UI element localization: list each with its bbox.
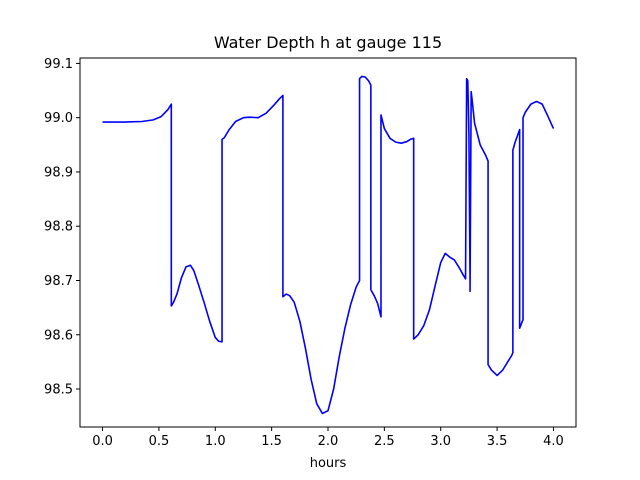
y-tick-label: 98.5 bbox=[44, 383, 73, 398]
x-tick-label: 1.0 bbox=[205, 434, 226, 449]
y-axis: 98.5 98.6 98.7 98.8 98.9 99.0 99.1 bbox=[44, 57, 80, 398]
chart-title: Water Depth h at gauge 115 bbox=[214, 33, 442, 52]
y-tick-label: 98.7 bbox=[44, 274, 73, 289]
y-tick-label: 98.9 bbox=[44, 165, 73, 180]
x-tick-label: 0.5 bbox=[149, 434, 170, 449]
x-axis: 0.0 0.5 1.0 1.5 2.0 2.5 3.0 3.5 4.0 bbox=[92, 427, 564, 449]
x-axis-label: hours bbox=[310, 456, 347, 471]
x-tick-label: 3.0 bbox=[430, 434, 451, 449]
x-tick-label: 2.5 bbox=[374, 434, 395, 449]
x-tick-label: 1.5 bbox=[261, 434, 282, 449]
x-tick-label: 3.5 bbox=[487, 434, 508, 449]
x-tick-label: 0.0 bbox=[92, 434, 113, 449]
series-line bbox=[102, 75, 555, 415]
x-tick-label: 4.0 bbox=[543, 434, 564, 449]
y-tick-label: 99.1 bbox=[44, 57, 73, 72]
y-tick-label: 98.6 bbox=[44, 328, 73, 343]
x-tick-label: 2.0 bbox=[318, 434, 339, 449]
y-tick-label: 98.8 bbox=[44, 220, 73, 235]
y-tick-label: 99.0 bbox=[44, 111, 73, 126]
